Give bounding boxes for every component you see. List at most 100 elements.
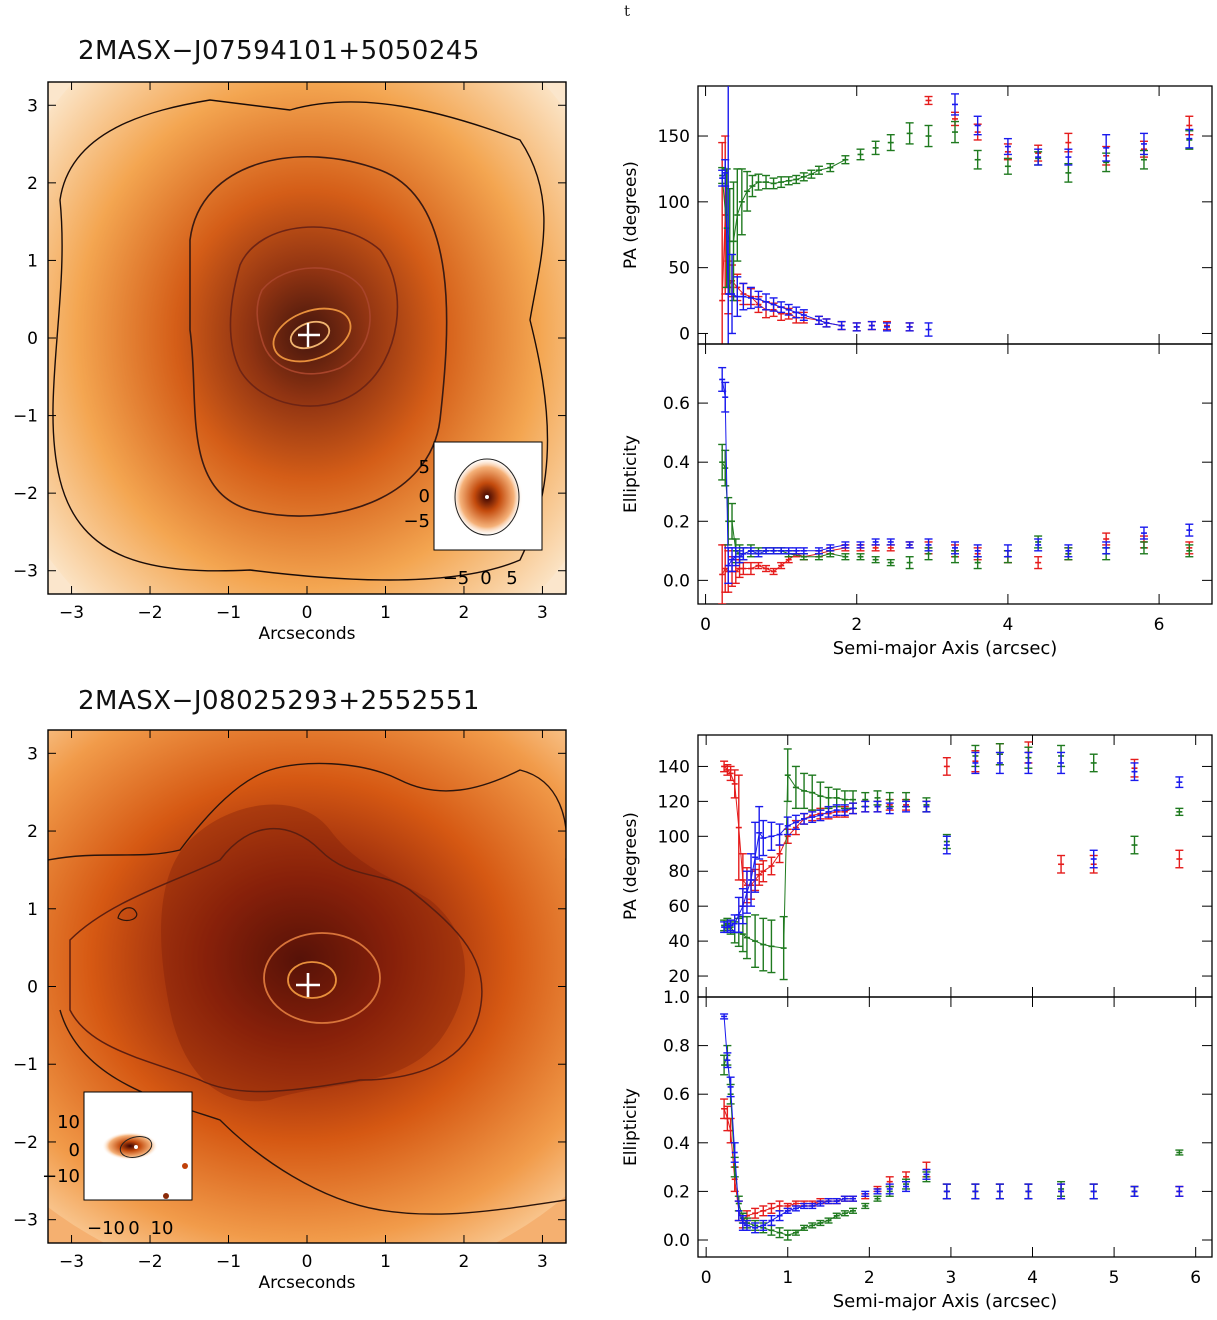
y-tick-label: 1.0	[663, 988, 690, 1008]
y-tick-label: 0.6	[663, 1085, 690, 1105]
x-tick-label: 0	[302, 1252, 313, 1272]
y-tick-label: 0.4	[663, 1134, 690, 1154]
series-line	[721, 171, 842, 327]
y-tick-label: 0	[27, 329, 38, 349]
y-tick-label: 80	[668, 862, 690, 882]
y-tick-label: 150	[658, 127, 690, 147]
x-tick-label: 6	[1154, 615, 1165, 635]
series-green	[718, 120, 1194, 302]
inset-x-tick-label: 5	[506, 568, 517, 589]
contour-level-4	[272, 307, 352, 363]
series-red	[718, 95, 1194, 344]
stray-label: t	[624, 2, 631, 20]
contour-level-0	[52, 99, 549, 581]
y-tick-label: 0.2	[663, 1182, 690, 1202]
y-tick-label: 0.6	[663, 394, 690, 414]
x-tick-label: 4	[1027, 1268, 1038, 1288]
nucleus-cross	[298, 323, 320, 347]
x-tick-label: −1	[216, 1252, 241, 1272]
x-tick-label: 2	[459, 603, 470, 623]
y-tick-label: 2	[27, 174, 38, 194]
inset-x-tick-label: −10	[87, 1218, 125, 1239]
contour-level-0b	[59, 1009, 566, 1215]
series-line	[721, 214, 842, 327]
galaxy-2-inset	[83, 1091, 193, 1201]
x-tick-label: 4	[1002, 615, 1013, 635]
contour-level-1	[69, 828, 483, 1093]
y-tick-label: 0.0	[663, 1231, 690, 1251]
x-tick-label: −2	[137, 1252, 162, 1272]
galaxy-1-image	[47, 81, 567, 595]
series-green	[718, 443, 1194, 570]
x-axis-label: Semi-major Axis (arcsec)	[833, 1291, 1058, 1312]
y-tick-label: 3	[27, 744, 38, 764]
profile-panel-2-pa: 20 40 60 80 100 120 140 PA (degrees)	[621, 734, 1213, 998]
series-line	[723, 1016, 853, 1229]
image-xlabel: Arcseconds	[258, 1273, 355, 1293]
y-axis-label: Ellipticity	[621, 1088, 641, 1166]
x-tick-label: 3	[946, 1268, 957, 1288]
x-tick-label: 3	[537, 1252, 548, 1272]
series-red	[720, 741, 1184, 907]
series-green	[720, 743, 1184, 981]
contour-level-1	[189, 155, 448, 517]
y-tick-label: −1	[13, 407, 38, 427]
y-tick-label: 0.4	[663, 453, 690, 473]
y-tick-label: 3	[27, 96, 38, 116]
profile-panel-1-ellipticity: 0.0 0.2 0.4 0.6 0 2 4 6 Ellipticity Semi-major Ax…	[621, 343, 1213, 659]
y-tick-label: 50	[668, 259, 690, 279]
series-blue	[720, 751, 1184, 934]
x-tick-label: −3	[59, 603, 84, 623]
x-tick-label: −2	[137, 603, 162, 623]
plot-frame	[697, 996, 1213, 1258]
y-tick-label: 60	[668, 897, 690, 917]
x-tick-label: 6	[1190, 1268, 1201, 1288]
y-tick-label: 0	[679, 324, 690, 344]
galaxy-2-title: 2MASX−J08025293+2552551	[78, 686, 480, 716]
nucleus-cross	[296, 973, 320, 997]
y-tick-label: 120	[658, 792, 690, 812]
data-layer	[720, 1013, 1184, 1241]
y-tick-label: −1	[13, 1055, 38, 1075]
profile-panel-1-pa: 0 50 100 150 PA (degrees)	[621, 85, 1213, 345]
contour-level-0	[48, 762, 566, 861]
x-tick-label: 2	[864, 1268, 875, 1288]
y-tick-label: 0.8	[663, 1037, 690, 1057]
y-tick-label: −2	[13, 1133, 38, 1153]
galaxy-1-title: 2MASX−J07594101+5050245	[78, 36, 480, 66]
inset-y-tick-label: 10	[57, 1112, 80, 1133]
data-layer	[718, 366, 1194, 604]
y-tick-label: 1	[27, 900, 38, 920]
series-line	[721, 461, 846, 558]
series-blue	[718, 86, 1194, 344]
inset-y-tick-label: −5	[403, 511, 430, 532]
inset-y-tick-label: 5	[419, 457, 430, 478]
inset-y-tick-label: 0	[419, 486, 430, 507]
y-tick-label: −3	[13, 562, 38, 582]
y-axis-label: PA (degrees)	[621, 161, 641, 269]
y-tick-label: 2	[27, 822, 38, 842]
x-tick-label: 1	[380, 1252, 391, 1272]
x-tick-label: −1	[216, 603, 241, 623]
contour-level-5	[289, 320, 331, 350]
series-line	[721, 379, 846, 568]
y-tick-label: 40	[668, 932, 690, 952]
image-xlabel: Arcseconds	[258, 624, 355, 644]
data-layer	[718, 86, 1194, 344]
y-tick-label: 140	[658, 757, 690, 777]
y-tick-label: 100	[658, 827, 690, 847]
y-tick-label: 0.2	[663, 512, 690, 532]
inset-y-tick-label: 0	[69, 1140, 80, 1161]
contour-level-3	[256, 267, 371, 375]
y-tick-label: 1	[27, 251, 38, 271]
plot-frame	[697, 343, 1213, 605]
contour-level-3	[287, 961, 337, 999]
y-tick-label: 0	[27, 978, 38, 998]
inset-x-tick-label: 0	[128, 1218, 139, 1239]
contour-level-2	[263, 932, 381, 1024]
series-line	[724, 807, 854, 928]
y-tick-label: −3	[13, 1211, 38, 1231]
x-tick-label: 1	[782, 1268, 793, 1288]
y-axis-label: Ellipticity	[621, 435, 641, 513]
